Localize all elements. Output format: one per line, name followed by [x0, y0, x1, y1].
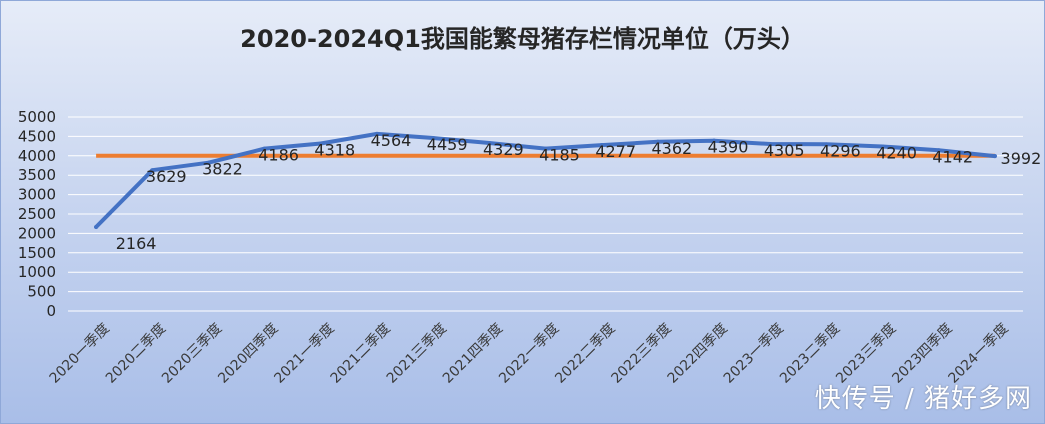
y-tick-label: 1000	[18, 263, 56, 281]
y-tick-label: 0	[46, 302, 56, 320]
data-label: 3992	[1001, 149, 1042, 168]
data-label: 4564	[371, 131, 412, 150]
data-label: 4142	[932, 147, 973, 166]
y-tick-label: 500	[27, 283, 56, 301]
data-point	[992, 154, 997, 159]
data-point	[318, 141, 323, 146]
y-tick-label: 4000	[18, 147, 56, 165]
data-point	[487, 141, 492, 146]
data-point	[824, 142, 829, 147]
y-tick-label: 2000	[18, 224, 56, 242]
data-point	[655, 139, 660, 144]
data-label: 4362	[651, 139, 692, 158]
data-point	[880, 144, 885, 149]
data-label: 3822	[202, 160, 243, 179]
data-label: 4305	[764, 141, 805, 160]
data-point	[94, 225, 99, 230]
data-point	[431, 135, 436, 140]
y-tick-label: 3500	[18, 166, 56, 184]
data-point	[599, 143, 604, 148]
data-point	[768, 141, 773, 146]
data-point	[543, 146, 548, 151]
data-point	[150, 168, 155, 173]
data-label: 4185	[539, 146, 580, 165]
data-label: 4296	[820, 141, 861, 160]
data-label: 4186	[258, 146, 299, 165]
data-point	[262, 146, 267, 151]
data-label: 2164	[116, 234, 157, 253]
data-point	[936, 148, 941, 153]
data-point	[374, 131, 379, 136]
chart-title: 2020-2024Q1我国能繁母猪存栏情况单位（万头）	[240, 25, 805, 53]
x-tick-label: 2024一季度	[946, 321, 1012, 387]
data-label: 4390	[708, 138, 749, 157]
data-label: 4318	[314, 140, 355, 159]
watermark-text: 快传号 / 猪好多网	[814, 384, 1032, 414]
data-label: 4329	[483, 140, 524, 159]
y-tick-label: 5000	[18, 108, 56, 126]
y-tick-label: 4500	[18, 127, 56, 145]
data-label: 4240	[876, 143, 917, 162]
data-label: 4277	[595, 142, 636, 161]
y-tick-label: 3000	[18, 186, 56, 204]
data-label: 3629	[146, 167, 187, 186]
data-point	[712, 138, 717, 143]
y-tick-label: 2500	[18, 205, 56, 223]
y-tick-label: 1500	[18, 244, 56, 262]
data-point	[206, 160, 211, 165]
data-label: 4459	[427, 135, 468, 154]
